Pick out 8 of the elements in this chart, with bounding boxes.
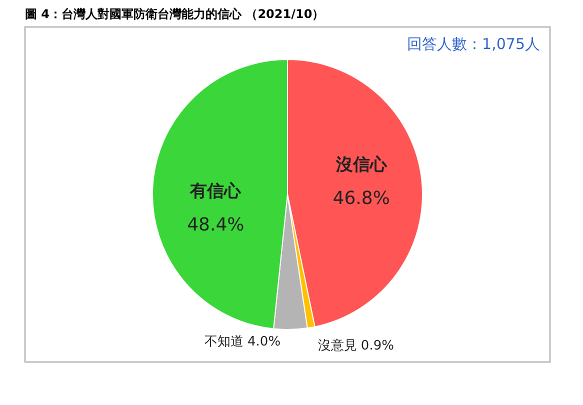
slice-label: 沒意見 0.9% (318, 338, 394, 354)
chart-title: 圖 4：台灣人對國軍防衛台灣能力的信心 （2021/10） (25, 7, 324, 21)
text: 回答人數：1,075人 (407, 35, 540, 53)
data-label: 46.8% (332, 188, 390, 209)
slice-label: 沒信心 (334, 154, 388, 175)
slice-label: 不知道 4.0% (204, 334, 281, 350)
data-label: 48.4% (187, 214, 244, 236)
slice-label: 有信心 (189, 181, 242, 202)
